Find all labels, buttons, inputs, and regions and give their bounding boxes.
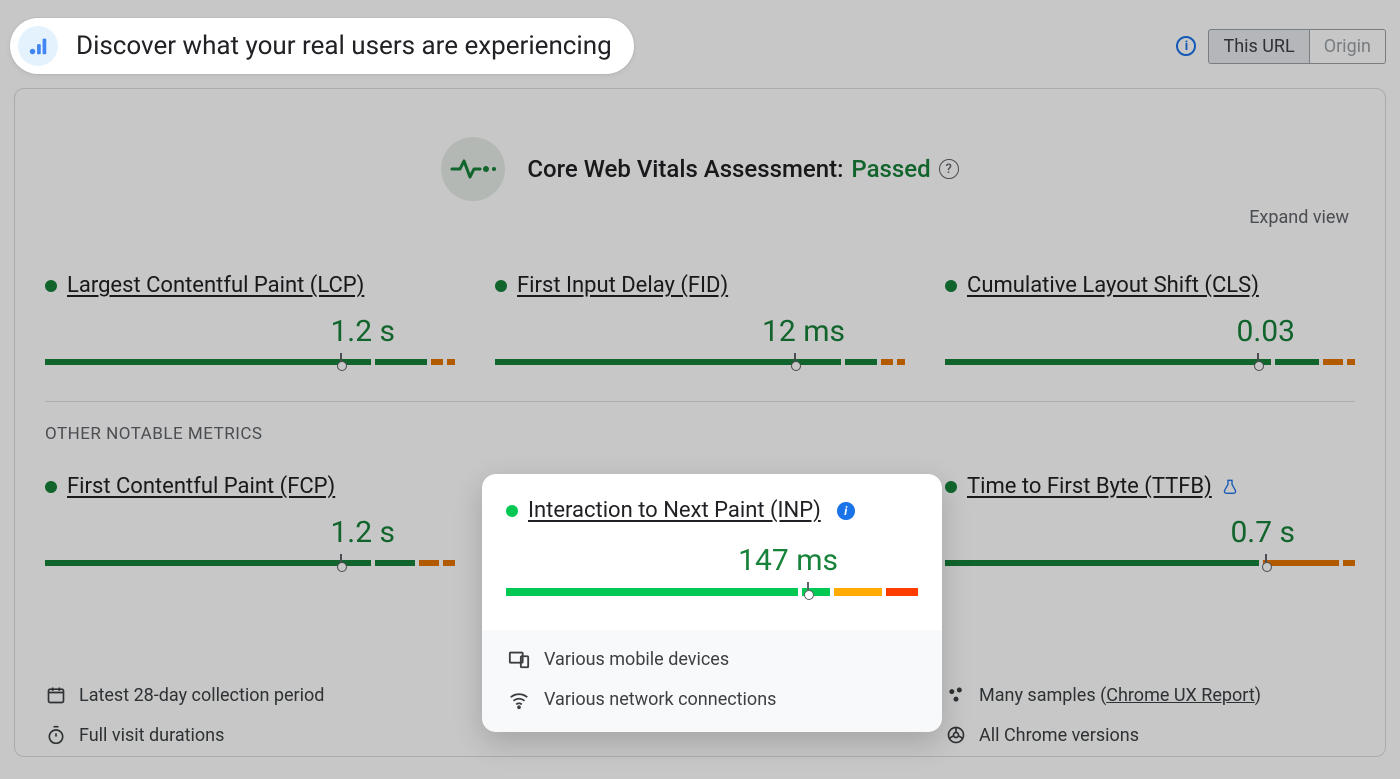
section-divider [45, 401, 1355, 402]
status-dot [506, 505, 518, 517]
metric-value-ttfb: 0.7 s [945, 515, 1355, 550]
crux-report-link[interactable]: Chrome UX Report [1106, 685, 1254, 706]
metric-value-fcp: 1.2 s [45, 515, 455, 550]
footer-text: All Chrome versions [979, 725, 1139, 746]
topbar: Discover what your real users are experi… [0, 18, 1400, 74]
metric-name-fid[interactable]: First Input Delay (FID) [517, 273, 728, 298]
footer-text: Latest 28-day collection period [79, 685, 324, 706]
metric-value-inp: 147 ms [506, 543, 918, 578]
status-dot [945, 280, 957, 292]
toggle-this-url[interactable]: This URL [1208, 29, 1309, 64]
topbar-right: i This URL Origin [1176, 29, 1386, 64]
dist-bar-fid [495, 359, 905, 365]
metric-name-inp[interactable]: Interaction to Next Paint (INP) [528, 498, 821, 523]
assessment-label: Core Web Vitals Assessment: [527, 155, 843, 183]
vitals-pulse-icon [441, 137, 505, 201]
footer-samples: Many samples (Chrome UX Report) [945, 684, 1355, 706]
inp-footer: Various mobile devices Various network c… [482, 630, 942, 732]
samples-icon [945, 684, 967, 706]
dist-bar-cls [945, 359, 1355, 365]
headline-text: Discover what your real users are experi… [76, 31, 612, 61]
metric-ttfb: Time to First Byte (TTFB) 0.7 s [945, 474, 1355, 566]
chrome-icon [945, 724, 967, 746]
status-dot [45, 481, 57, 493]
footer-col-1: Latest 28-day collection period Full vis… [45, 684, 455, 746]
metric-value-cls: 0.03 [945, 314, 1355, 349]
metric-fcp: First Contentful Paint (FCP) 1.2 s [45, 474, 455, 566]
toggle-origin[interactable]: Origin [1310, 29, 1386, 64]
assessment-row: Core Web Vitals Assessment: Passed ? [45, 89, 1355, 201]
footer-network: Various network connections [508, 688, 916, 710]
status-dot [495, 280, 507, 292]
experimental-icon [1222, 479, 1238, 495]
dist-bar-fcp [45, 560, 455, 566]
metric-value-fid: 12 ms [495, 314, 905, 349]
dist-bar-ttfb [945, 560, 1355, 566]
scope-toggle: This URL Origin [1208, 29, 1386, 64]
other-metrics-label: OTHER NOTABLE METRICS [45, 424, 1355, 444]
metric-name-ttfb[interactable]: Time to First Byte (TTFB) [967, 474, 1212, 499]
expand-view-link[interactable]: Expand view [1249, 207, 1349, 228]
help-icon[interactable]: ? [939, 159, 959, 179]
devices-icon [508, 648, 530, 670]
crux-icon [18, 26, 58, 66]
footer-text: Many samples (Chrome UX Report) [979, 685, 1261, 706]
calendar-icon [45, 684, 67, 706]
metric-name-lcp[interactable]: Largest Contentful Paint (LCP) [67, 273, 364, 298]
dist-bar-inp [506, 588, 918, 596]
footer-text: Full visit durations [79, 725, 224, 746]
footer-col-3: Many samples (Chrome UX Report) All Chro… [945, 684, 1355, 746]
footer-mobile-devices: Various mobile devices [508, 648, 916, 670]
headline-pill: Discover what your real users are experi… [10, 18, 634, 74]
metric-inp-highlight: Interaction to Next Paint (INP) i 147 ms… [482, 474, 942, 732]
network-icon [508, 688, 530, 710]
status-dot [945, 481, 957, 493]
status-dot [45, 280, 57, 292]
metric-fid: First Input Delay (FID) 12 ms [495, 273, 905, 365]
footer-chrome-versions: All Chrome versions [945, 724, 1355, 746]
metric-lcp: Largest Contentful Paint (LCP) 1.2 s [45, 273, 455, 365]
assessment-status: Passed [851, 155, 930, 183]
footer-text: Various mobile devices [544, 649, 729, 670]
footer-visit-durations: Full visit durations [45, 724, 455, 746]
metric-value-lcp: 1.2 s [45, 314, 455, 349]
core-metrics-row: Largest Contentful Paint (LCP) 1.2 s Fir… [45, 273, 1355, 365]
metric-name-cls[interactable]: Cumulative Layout Shift (CLS) [967, 273, 1259, 298]
info-badge-icon[interactable]: i [837, 502, 855, 520]
footer-text: Various network connections [544, 689, 776, 710]
footer-collection-period: Latest 28-day collection period [45, 684, 455, 706]
assessment-text: Core Web Vitals Assessment: Passed ? [527, 155, 958, 183]
dist-bar-lcp [45, 359, 455, 365]
info-icon[interactable]: i [1176, 36, 1196, 56]
metric-name-fcp[interactable]: First Contentful Paint (FCP) [67, 474, 335, 499]
timer-icon [45, 724, 67, 746]
metric-cls: Cumulative Layout Shift (CLS) 0.03 [945, 273, 1355, 365]
